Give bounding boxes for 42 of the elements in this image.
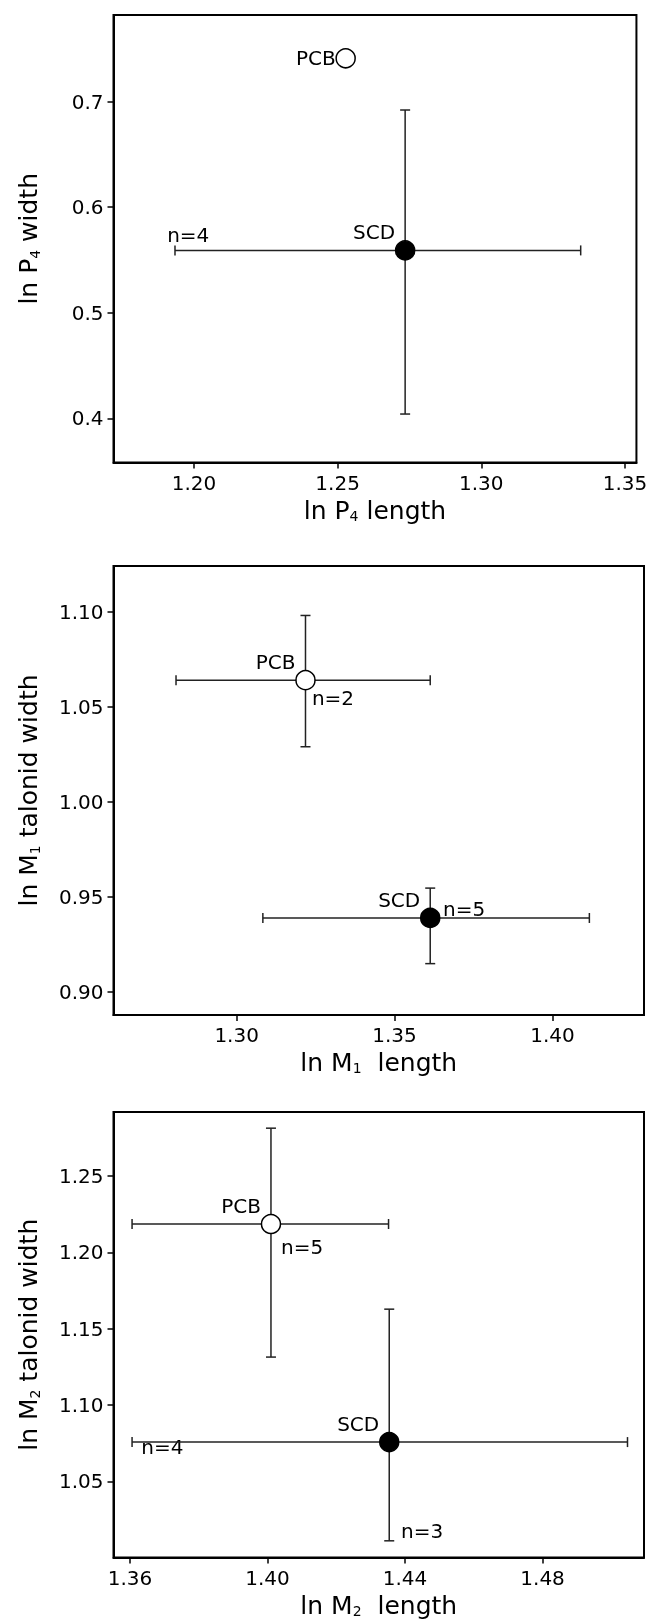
y-tick-label: 1.10: [58, 1393, 104, 1417]
annotation: n=4: [167, 223, 210, 248]
y-tick-label: 1.25: [58, 1164, 104, 1189]
x-tick-label: 1.48: [520, 1565, 565, 1590]
y-tick-label: 1.20: [58, 1240, 104, 1265]
y-tick-label: 0.4: [71, 406, 104, 431]
x-tick-label: 1.30: [459, 470, 504, 495]
x-tick-label: 1.40: [530, 1023, 575, 1047]
annotation: n=5: [443, 897, 486, 922]
x-tick-label: 1.36: [107, 1565, 153, 1590]
annotation: n=2: [311, 686, 355, 711]
x-axis-title: ln M2 length: [300, 1590, 458, 1620]
annotation: n=4: [141, 1435, 184, 1460]
x-tick-label: 1.44: [382, 1565, 428, 1590]
series-label: PCB: [221, 1194, 261, 1219]
x-tick-label: 1.35: [372, 1023, 417, 1047]
y-tick-label: 1.05: [58, 694, 104, 719]
series-label: SCD: [353, 220, 396, 245]
annotation: n=3: [401, 1518, 444, 1543]
y-tick-label: 1.05: [58, 1469, 104, 1494]
series-label: PCB: [295, 46, 336, 71]
y-tick-label: 1.10: [58, 599, 104, 624]
y-tick-label: 0.7: [71, 89, 104, 114]
y-tick-label: 0.5: [71, 300, 104, 325]
y-tick-label: 0.95: [58, 885, 104, 910]
x-tick-label: 1.30: [214, 1023, 259, 1047]
y-axis-title: ln P4 width: [14, 173, 43, 305]
series-label: SCD: [378, 887, 421, 912]
y-tick-label: 0.6: [71, 195, 104, 220]
y-axis-title: ln M1 talonid width: [14, 674, 43, 907]
series-label: SCD: [337, 1412, 380, 1437]
annotation: n=5: [281, 1235, 324, 1259]
y-axis-title: ln M2 talonid width: [14, 1218, 43, 1451]
x-axis-title: ln P4 length: [303, 495, 447, 525]
y-tick-label: 0.90: [58, 980, 104, 1005]
x-tick-label: 1.40: [245, 1565, 290, 1590]
y-tick-label: 1.00: [58, 789, 104, 814]
x-tick-label: 1.25: [315, 470, 360, 495]
y-tick-label: 1.15: [58, 1316, 104, 1341]
x-tick-label: 1.35: [602, 470, 648, 495]
x-tick-label: 1.20: [171, 470, 217, 495]
series-label: PCB: [255, 650, 296, 675]
